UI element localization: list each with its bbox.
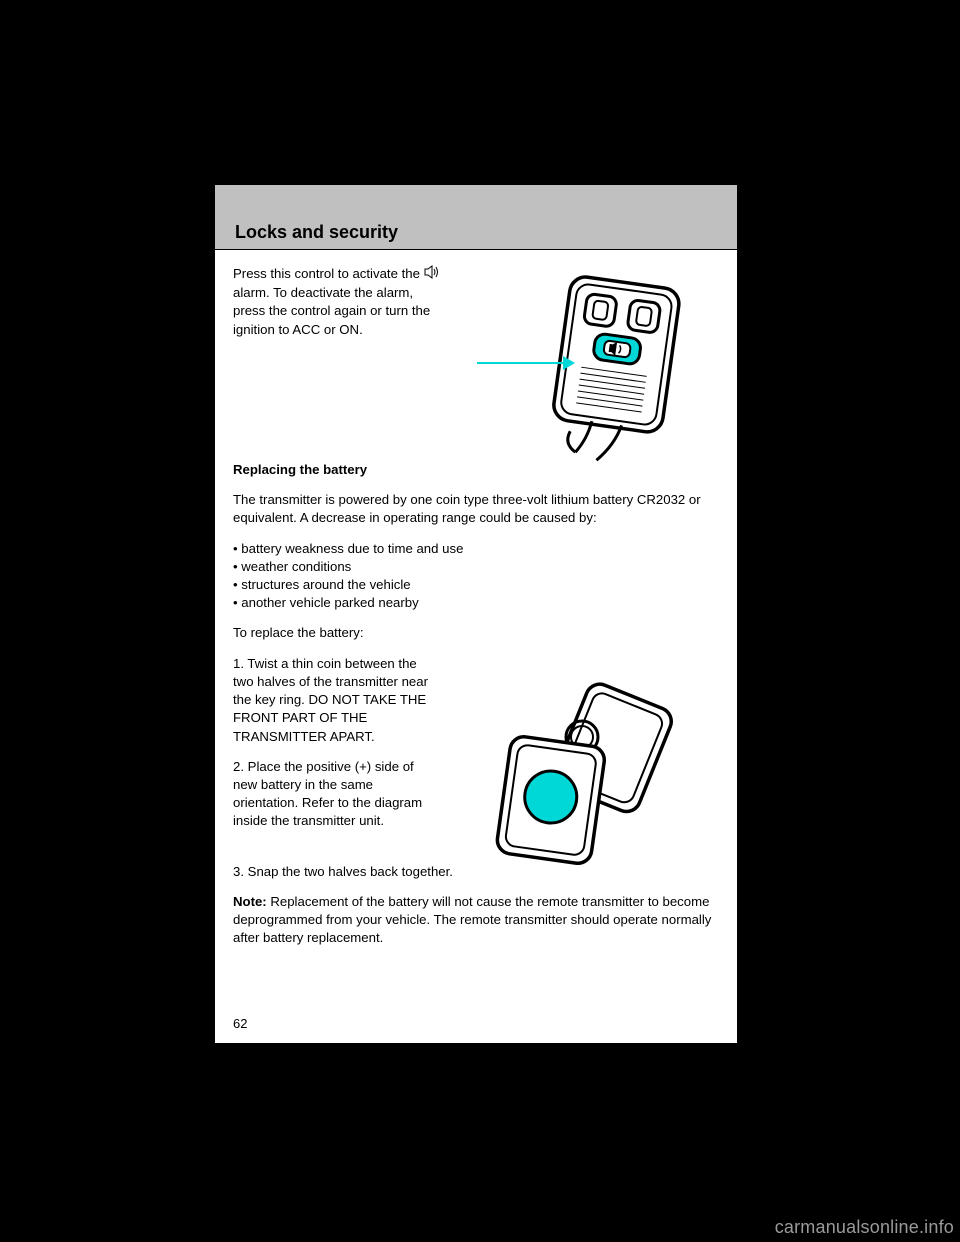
callout-arrow-head bbox=[563, 356, 575, 370]
manual-page: Locks and security Press this control to… bbox=[215, 185, 737, 1043]
alarm-paragraph: Press this control to activate the alarm… bbox=[233, 265, 498, 339]
bullet-1: • battery weakness due to time and use bbox=[233, 540, 719, 558]
p1-line1: Press this control to activate the bbox=[233, 266, 440, 281]
bullet-2: • weather conditions bbox=[233, 558, 719, 576]
s1e: TRANSMITTER APART. bbox=[233, 729, 375, 744]
p1d: ignition to ACC or ON. bbox=[233, 322, 363, 337]
page-number: 62 bbox=[233, 1016, 247, 1031]
battery-illustration bbox=[477, 675, 697, 865]
speaker-alarm-icon bbox=[424, 265, 440, 284]
step-1: 1. Twist a thin coin between the two hal… bbox=[233, 655, 488, 746]
p1c: press the control again or turn the bbox=[233, 303, 430, 318]
s2a: 2. Place the positive (+) side of bbox=[233, 759, 414, 774]
section-header: Locks and security bbox=[215, 185, 737, 250]
step-2: 2. Place the positive (+) side of new ba… bbox=[233, 758, 488, 831]
p1b: alarm. To deactivate the alarm, bbox=[233, 285, 413, 300]
bullet-4: • another vehicle parked nearby bbox=[233, 594, 719, 612]
p1a: Press this control to activate the bbox=[233, 266, 420, 281]
replace-steps-intro: To replace the battery: bbox=[233, 624, 719, 642]
s1a: 1. Twist a thin coin between the bbox=[233, 656, 417, 671]
bullet-3: • structures around the vehicle bbox=[233, 576, 719, 594]
callout-arrow-line bbox=[477, 362, 567, 364]
s2c: orientation. Refer to the diagram bbox=[233, 795, 422, 810]
battery-intro: The transmitter is powered by one coin t… bbox=[233, 491, 719, 527]
s1b: two halves of the transmitter near bbox=[233, 674, 428, 689]
battery-svg bbox=[477, 675, 717, 875]
s1c: the key ring. DO NOT TAKE THE bbox=[233, 692, 426, 707]
watermark: carmanualsonline.info bbox=[775, 1217, 954, 1238]
h2: Replacing the battery bbox=[233, 462, 367, 477]
section-title: Locks and security bbox=[235, 222, 398, 243]
s1d: FRONT PART OF THE bbox=[233, 710, 367, 725]
bullets: • battery weakness due to time and use •… bbox=[233, 540, 719, 613]
s2d: inside the transmitter unit. bbox=[233, 813, 384, 828]
remote-fob-illustration bbox=[477, 267, 707, 477]
s2b: new battery in the same bbox=[233, 777, 373, 792]
note-body: Replacement of the battery will not caus… bbox=[233, 894, 711, 945]
note: Note: Replacement of the battery will no… bbox=[233, 893, 719, 948]
fob-svg bbox=[477, 267, 707, 477]
note-label: Note: bbox=[233, 894, 267, 909]
